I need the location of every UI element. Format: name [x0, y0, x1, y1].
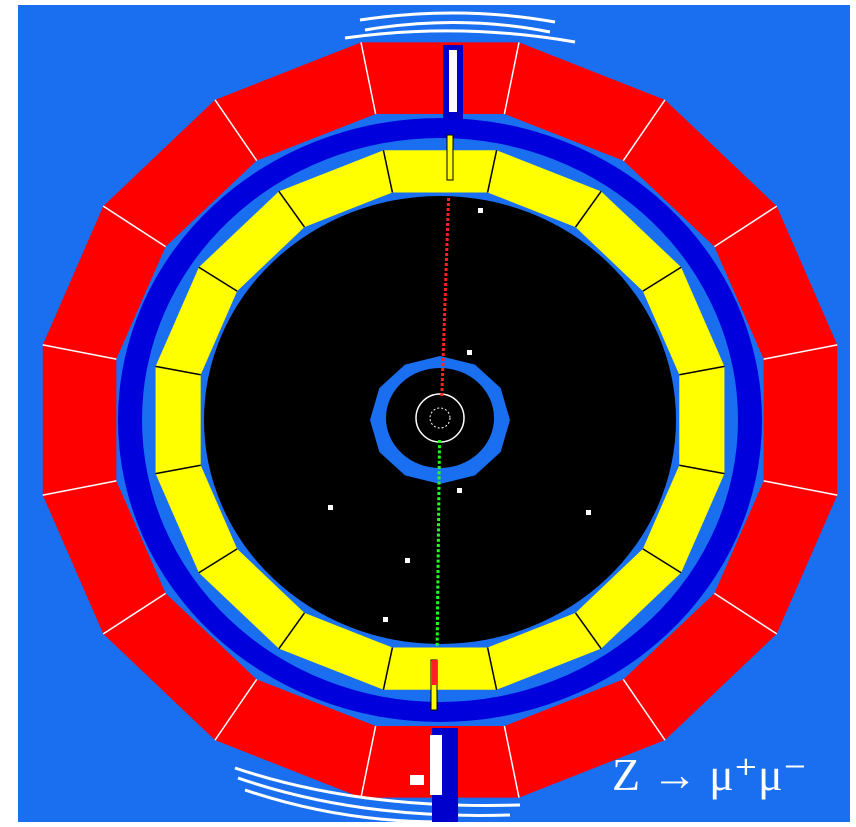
track-hit [447, 208, 450, 211]
muon-hit [449, 50, 457, 112]
track-hit [443, 318, 446, 321]
track-hit [445, 253, 448, 256]
track-hit [442, 358, 445, 361]
track-hit [442, 343, 445, 346]
track-hit [437, 570, 440, 573]
track-hit [436, 591, 439, 594]
event-display: Z → μ⁺μ⁻ [0, 0, 856, 827]
track-hit [444, 273, 447, 276]
track-hit [442, 333, 445, 336]
track-hit [437, 497, 440, 500]
track-hit [441, 363, 444, 366]
track-hit [438, 456, 441, 459]
track-hit [436, 575, 439, 578]
track-hit [436, 617, 439, 620]
track-hit [441, 368, 444, 371]
hit [405, 558, 410, 563]
track-hit [445, 263, 448, 266]
hit [328, 505, 333, 510]
track-hit [438, 461, 441, 464]
track-hit [436, 627, 439, 630]
track-hit [445, 248, 448, 251]
hit [457, 488, 462, 493]
track-hit [436, 586, 439, 589]
process-label: Z → μ⁺μ⁻ [612, 749, 807, 800]
track-hit [444, 298, 447, 301]
track-hit [436, 632, 439, 635]
track-hit [438, 466, 441, 469]
track-hit [441, 373, 444, 376]
track-hit [437, 528, 440, 531]
track-hit [443, 313, 446, 316]
track-hit [436, 612, 439, 615]
track-hit [438, 440, 441, 443]
detector-layers [43, 42, 837, 797]
track-hit [436, 638, 439, 641]
track-hit [441, 378, 444, 381]
track-hit [444, 278, 447, 281]
track-hit [437, 539, 440, 542]
track-hit [445, 243, 448, 246]
calo-hit [447, 135, 453, 180]
track-hit [437, 565, 440, 568]
track-hit [443, 328, 446, 331]
hit [467, 350, 472, 355]
track-hit [436, 580, 439, 583]
track-hit [436, 622, 439, 625]
track-hit [443, 308, 446, 311]
track-hit [444, 293, 447, 296]
track-hit [441, 383, 444, 386]
track-hit [445, 268, 448, 271]
track-hit [442, 338, 445, 341]
track-hit [438, 482, 441, 485]
track-hit [441, 388, 444, 391]
track-hit [444, 283, 447, 286]
track-hit [438, 476, 441, 479]
track-hit [438, 471, 441, 474]
track-hit [446, 233, 449, 236]
track-hit [437, 554, 440, 557]
track-hit [437, 518, 440, 521]
track-hit [437, 502, 440, 505]
hit [383, 617, 388, 622]
track-hit [436, 643, 439, 646]
track-hit [443, 303, 446, 306]
track-hit [446, 228, 449, 231]
track-hit [438, 445, 441, 448]
track-hit [437, 523, 440, 526]
track-hit [436, 601, 439, 604]
track-hit [437, 560, 440, 563]
track-hit [437, 487, 440, 490]
track-hit [438, 450, 441, 453]
track-hit [444, 288, 447, 291]
muon-hit [430, 735, 442, 795]
track-hit [437, 534, 440, 537]
track-hit [437, 492, 440, 495]
track-hit [437, 508, 440, 511]
track-hit [437, 549, 440, 552]
track-hit [446, 213, 449, 216]
track-hit [447, 203, 450, 206]
hit [586, 510, 591, 515]
track-hit [447, 198, 450, 201]
track-hit [437, 513, 440, 516]
track-hit [436, 596, 439, 599]
hit [478, 208, 483, 213]
track-hit [436, 606, 439, 609]
page: {"label": "Z → μ⁺μ⁻"} Z → μ⁺μ⁻ (() => { … [0, 0, 856, 827]
muon-hit [410, 775, 424, 785]
track-hit [442, 353, 445, 356]
track-hit [446, 218, 449, 221]
track-hit [446, 238, 449, 241]
track-hit [442, 348, 445, 351]
track-hit [440, 393, 443, 396]
calo-hit [432, 660, 437, 685]
track-hit [446, 223, 449, 226]
track-hit [443, 323, 446, 326]
track-hit [445, 258, 448, 261]
track-hit [437, 544, 440, 547]
